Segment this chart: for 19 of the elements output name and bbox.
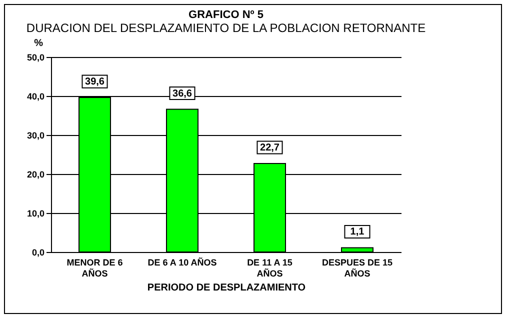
x-tick-label: DE 6 A 10 AÑOS [148,256,217,268]
chart-title: GRAFICO Nº 5 [188,9,264,21]
bar [341,247,374,252]
data-label: 36,6 [172,88,192,100]
y-tick-label: 50,0 [26,52,44,62]
y-tick-label: 10,0 [26,208,44,218]
x-tick-label: MENOR DE 6 AÑOS [66,258,123,278]
x-tick-label: DESPUES DE 15 AÑOS [322,258,393,278]
x-tick-label: DE 11 A 15 AÑOS [247,258,292,278]
chart-subtitle: DURACION DEL DESPLAZAMIENTO DE LA POBLACION RETORNANTE [26,21,426,35]
y-tick-label: 30,0 [26,130,44,140]
x-axis-title: PERIODO DE DESPLAZAMIENTO [147,282,306,294]
data-label: 39,6 [85,76,105,88]
y-tick-label: 0,0 [32,248,44,258]
y-tick-label: 40,0 [26,92,44,102]
y-axis-title: % [34,38,44,49]
data-label: 1,1 [350,226,365,238]
data-label: 22,7 [260,142,280,154]
y-tick-label: 20,0 [26,170,44,180]
